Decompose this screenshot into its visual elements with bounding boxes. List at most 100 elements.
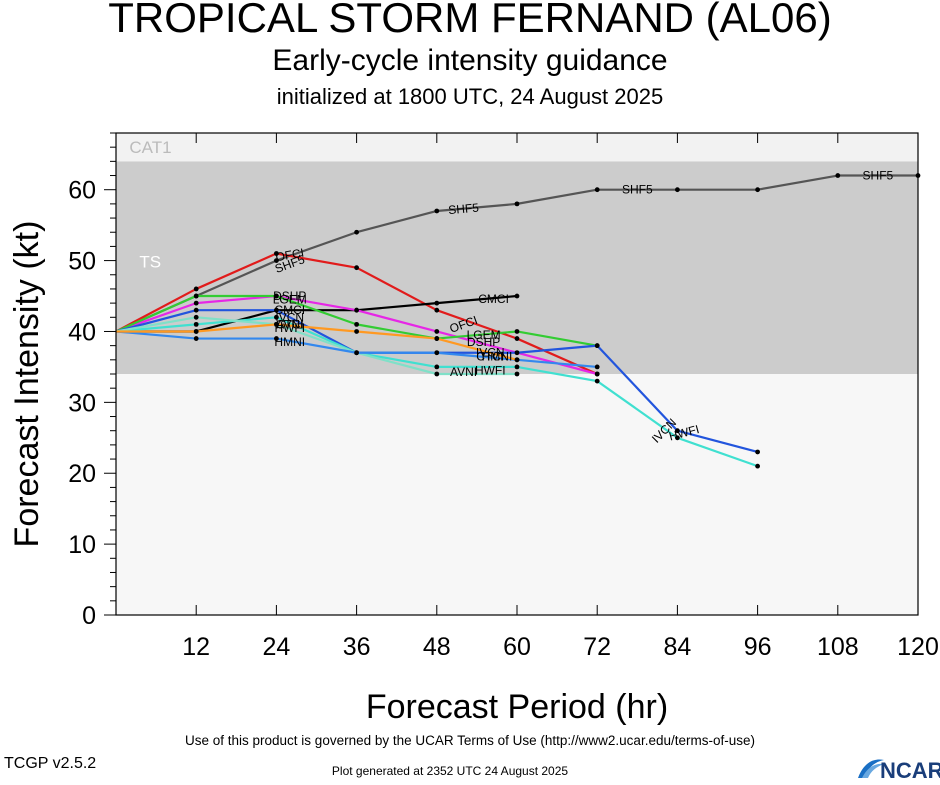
point-hwfi: [594, 378, 600, 384]
point-hwfi: [755, 463, 760, 469]
point-lgem: [193, 293, 199, 299]
point-hmni: [354, 350, 359, 356]
point-hmni: [193, 336, 199, 341]
series-label-avni: AVNI: [276, 317, 303, 331]
point-avni: [193, 314, 199, 320]
x-tick-label: 120: [897, 633, 939, 661]
point-hmni: [594, 364, 600, 370]
point-shf5: [594, 187, 600, 193]
point-shf5: [755, 187, 760, 193]
point-hwfi: [514, 364, 520, 370]
band-label-ts: TS: [139, 253, 161, 272]
point-dshp: [434, 329, 440, 334]
y-tick-label: 20: [68, 460, 96, 488]
series-label-hwfi: HWFI: [274, 321, 305, 335]
series-label-ofci: OFCI: [274, 246, 305, 265]
point-hmni: [274, 336, 279, 341]
ncar-logo: NCAR: [856, 756, 940, 783]
point-lgem: [514, 329, 520, 334]
x-tick-label: 48: [423, 633, 451, 661]
point-lgem: [354, 321, 359, 327]
point-ivcn: [274, 307, 279, 313]
point-ivcn: [594, 343, 600, 349]
axis-ticks: 12 24 36 48 60 72 84 96 108 120 0 10 20 30 40 50 60: [68, 132, 939, 661]
x-tick-label: 96: [744, 633, 772, 661]
series-line-ctci: [116, 323, 518, 361]
series-line-avni: [115, 316, 517, 376]
series-label-avni: AVNI: [450, 365, 477, 379]
series-label-hmni: HMNI: [274, 335, 305, 349]
y-tick-label: 50: [68, 248, 96, 276]
series-lines: [115, 173, 921, 469]
point-avni: [434, 371, 440, 377]
x-tick-label: 36: [343, 633, 371, 661]
y-tick-label: 30: [68, 389, 96, 417]
series-label-ivcn: IVCN: [275, 310, 304, 324]
x-tick-label: 24: [262, 633, 290, 661]
x-tick-label: 60: [503, 633, 531, 661]
y-tick-label: 10: [68, 531, 96, 559]
point-hwfi: [274, 314, 279, 320]
point-hmni: [434, 350, 440, 356]
point-ctci: [514, 357, 520, 363]
point-shf5: [434, 208, 440, 214]
point-cmci: [514, 293, 520, 299]
point-ofci: [274, 251, 279, 256]
y-tick-label: 60: [68, 177, 96, 205]
x-axis-label: Forecast Period (hr): [366, 688, 668, 726]
point-lgem: [274, 293, 279, 299]
point-ofci: [354, 265, 359, 271]
band-label-cat1: CAT1: [129, 138, 171, 157]
band-ts: [116, 161, 918, 374]
terms-of-use: Use of this product is governed by the U…: [185, 733, 755, 748]
point-ctci: [193, 329, 199, 334]
series-label-ivcn: IVCN: [476, 346, 505, 360]
series-label-lgem: LGEM: [273, 293, 307, 307]
x-tick-label: 84: [663, 633, 691, 661]
point-cmci: [434, 300, 440, 306]
point-ofci: [434, 307, 440, 313]
point-hwfi: [434, 364, 440, 370]
point-ivcn: [514, 350, 520, 356]
series-label-shf5: SHF5: [863, 169, 894, 183]
ncar-logo-text: NCAR: [880, 758, 940, 780]
x-tick-label: 72: [583, 633, 611, 661]
point-ctci: [354, 329, 359, 334]
point-ofci: [193, 286, 199, 292]
point-shf5: [354, 229, 359, 235]
point-ctci: [274, 321, 279, 327]
plot-frame: [115, 132, 919, 616]
point-dshp: [354, 307, 359, 313]
series-label-hmni: HMNI: [482, 349, 513, 363]
point-shf5: [274, 258, 279, 263]
y-tick-label: 40: [68, 318, 96, 346]
series-label-ctci: CTCI: [276, 317, 304, 331]
chart-title: TROPICAL STORM FERNAND (AL06): [108, 0, 832, 41]
y-axis-label: Forecast Intensity (kt): [8, 221, 46, 548]
point-hwfi: [193, 321, 199, 327]
series-label-cmci: CMCI: [274, 303, 305, 317]
series-label-ctci: CTCI: [476, 349, 504, 363]
point-dshp: [193, 300, 199, 306]
x-tick-label: 12: [182, 633, 210, 661]
point-shf5: [675, 187, 680, 193]
x-tick-label: 108: [817, 633, 859, 661]
point-avni: [514, 371, 520, 377]
series-label-hwfi: HWFI: [475, 363, 506, 377]
series-label-shf5: SHF5: [622, 183, 653, 197]
point-ctci: [434, 336, 440, 341]
point-ivcn: [193, 307, 199, 313]
version-label: TCGP v2.5.2: [4, 755, 97, 772]
series-label-shf5: SHF5: [448, 201, 480, 218]
series-label-cmci: CMCI: [478, 292, 509, 306]
init-time: initialized at 1800 UTC, 24 August 2025: [276, 84, 664, 109]
y-tick-label: 0: [82, 602, 96, 630]
series-label-lgem: LGEM: [467, 328, 501, 342]
point-dshp: [594, 371, 600, 377]
point-ofci: [514, 336, 520, 341]
series-label-dshp: DSHP: [467, 335, 500, 349]
point-hwfi: [675, 435, 680, 441]
generated-time: Plot generated at 2352 UTC 24 August 202…: [331, 764, 569, 778]
point-ivcn: [675, 428, 680, 434]
